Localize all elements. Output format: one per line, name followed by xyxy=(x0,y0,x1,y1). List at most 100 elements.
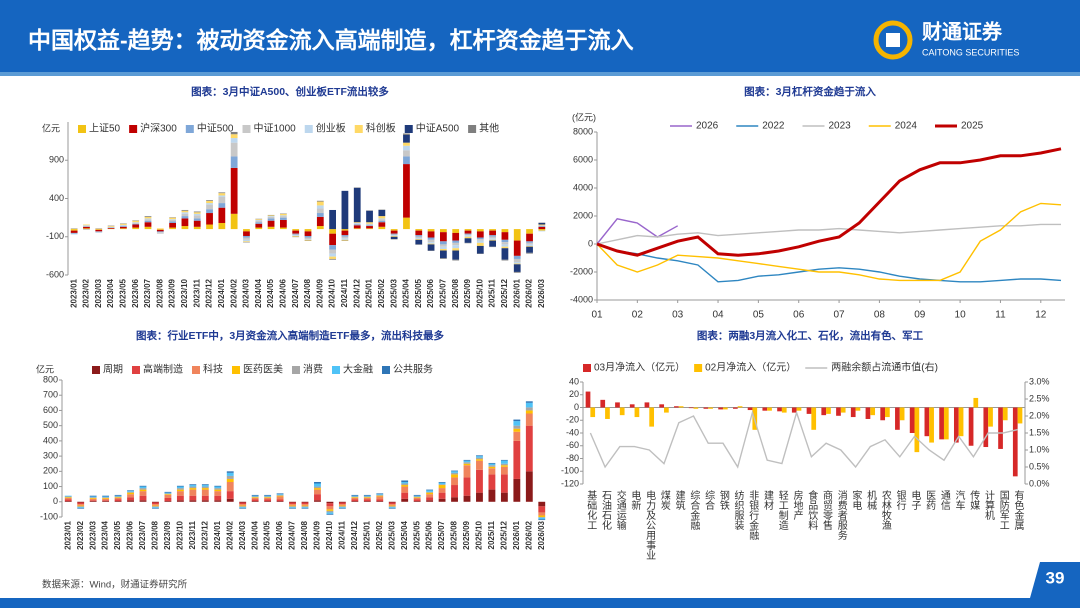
bar-segment xyxy=(102,497,110,499)
x-tick-label: 2025/04 xyxy=(402,278,411,307)
bar-segment xyxy=(351,496,359,498)
bar-segment xyxy=(70,229,78,231)
bar-segment xyxy=(426,492,434,495)
bar-segment xyxy=(440,258,447,259)
legend-swatch xyxy=(78,125,86,133)
bar-segment xyxy=(489,239,496,241)
bar-segment xyxy=(476,231,484,238)
bar xyxy=(762,407,768,411)
bar-segment xyxy=(120,226,127,229)
x-tick-label: 2024/05 xyxy=(266,278,275,307)
bar-segment xyxy=(280,215,287,217)
bar-segment xyxy=(243,241,250,243)
x-tick-label: 2025/11 xyxy=(487,520,496,549)
bar-segment xyxy=(513,263,521,265)
bar-segment xyxy=(353,228,361,230)
bar-segment xyxy=(438,492,446,499)
bar-segment xyxy=(176,486,184,489)
bar-segment xyxy=(476,237,484,240)
bar xyxy=(826,407,831,414)
bar-segment xyxy=(176,491,184,496)
chart-title: 图表：3月中证A500、创业板ETF流出较多 xyxy=(191,85,389,98)
bar-segment xyxy=(363,496,371,498)
x-tick-label: 石油石化 xyxy=(599,490,611,530)
bar xyxy=(968,407,974,446)
bar-segment xyxy=(102,500,110,502)
bar-segment xyxy=(401,492,409,499)
bar-segment xyxy=(107,227,115,229)
bar xyxy=(865,407,871,419)
bar-segment xyxy=(526,233,533,242)
x-tick-label: 2023/05 xyxy=(113,520,122,549)
y2-tick-label: 1.5% xyxy=(1029,427,1050,437)
bar-segment xyxy=(326,513,334,515)
bar-segment xyxy=(376,495,384,497)
bar-segment xyxy=(267,226,275,230)
bar-segment xyxy=(301,502,309,505)
bar-segment xyxy=(267,215,275,217)
bar-segment xyxy=(438,484,446,486)
bar-segment xyxy=(201,489,209,496)
x-tick-label: 钢铁 xyxy=(717,489,729,511)
bar-segment xyxy=(464,234,472,236)
x-tick-label: 2023/04 xyxy=(106,278,115,307)
bar-segment xyxy=(489,236,496,239)
bar-segment xyxy=(366,228,373,230)
bar-segment xyxy=(526,252,533,254)
bar xyxy=(850,407,856,418)
x-tick-label: 2025/04 xyxy=(400,520,409,549)
bar-segment xyxy=(378,219,386,221)
line-series xyxy=(596,243,1062,283)
bar-segment xyxy=(201,485,209,487)
x-tick-label: 2023/07 xyxy=(143,278,152,307)
bar-segment xyxy=(413,497,421,498)
y-tick-label: -120 xyxy=(561,478,579,488)
x-tick-label: 03 xyxy=(672,310,684,321)
bar-segment xyxy=(500,459,508,461)
bar-segment xyxy=(304,237,312,240)
x-tick-label: 2023/06 xyxy=(126,520,135,549)
bar xyxy=(600,399,606,408)
logo-cn: 财通证券 xyxy=(922,19,1003,43)
bar-segment xyxy=(132,222,140,223)
x-tick-label: 综合金融 xyxy=(688,489,700,531)
bar-segment xyxy=(83,224,90,226)
y-tick-label: -600 xyxy=(46,269,64,279)
bar xyxy=(693,407,699,409)
bar-segment xyxy=(489,240,496,247)
bar-segment xyxy=(427,237,435,240)
bar-segment xyxy=(476,469,483,493)
y-tick-label: -20 xyxy=(566,415,579,425)
bar-segment xyxy=(276,494,284,496)
bar-segment xyxy=(89,497,97,498)
bar-segment xyxy=(329,245,336,250)
bar-segment xyxy=(500,474,508,493)
legend-swatch xyxy=(129,125,138,133)
bar-segment xyxy=(363,494,371,496)
x-tick-label: 煤炭 xyxy=(658,489,670,511)
x-tick-label: 轻工制造 xyxy=(776,489,788,530)
bar-segment xyxy=(255,227,263,230)
bar-segment xyxy=(189,495,197,501)
x-tick-label: 2024/12 xyxy=(350,520,359,549)
bar-segment xyxy=(201,486,209,489)
x-tick-label: 2024/08 xyxy=(303,278,312,307)
bar-segment xyxy=(139,491,147,496)
bar-segment xyxy=(243,231,250,236)
bar-segment xyxy=(164,501,172,502)
bar xyxy=(718,407,723,410)
x-tick-label: 建筑 xyxy=(673,489,685,510)
bar-segment xyxy=(239,507,247,509)
y-tick-label: 0 xyxy=(574,402,579,412)
x-tick-label: 电新 xyxy=(629,489,641,511)
x-tick-label: 11 xyxy=(995,310,1006,321)
bar-segment xyxy=(289,507,296,509)
bar xyxy=(988,407,993,427)
bar xyxy=(777,407,782,412)
bar-segment xyxy=(501,248,509,260)
bar-segment xyxy=(139,488,147,490)
bar-segment xyxy=(451,485,458,498)
bar-segment xyxy=(164,497,172,502)
bar-segment xyxy=(102,498,110,501)
bar-segment xyxy=(403,156,410,165)
